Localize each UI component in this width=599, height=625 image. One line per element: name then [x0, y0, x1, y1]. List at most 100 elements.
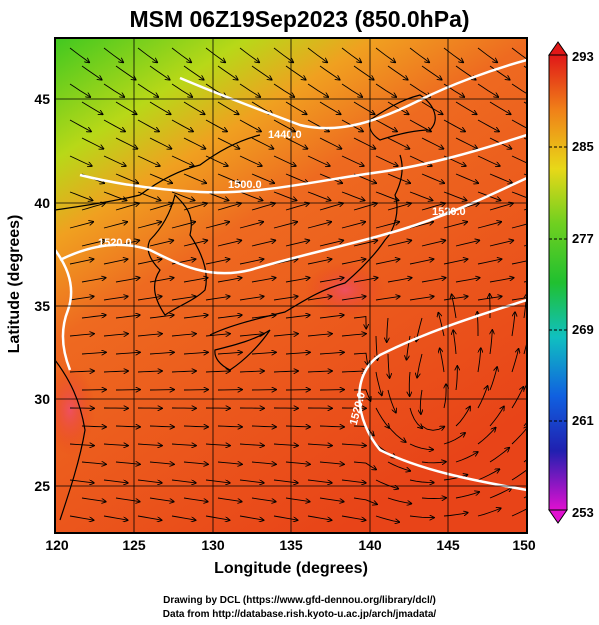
wind-arrow: [353, 101, 375, 114]
wind-arrow: [103, 155, 126, 166]
wind-arrow: [183, 65, 204, 80]
wind-arrow: [489, 367, 497, 391]
wind-arrow: [149, 240, 173, 247]
wind-arrow: [477, 428, 496, 445]
wind-arrow: [421, 462, 446, 463]
wind-arrow: [375, 479, 398, 489]
wind-arrow: [137, 155, 160, 166]
wind-arrow: [115, 203, 139, 211]
wind-arrow: [341, 515, 366, 520]
y-tick-label: 40: [34, 195, 50, 211]
wind-arrow: [217, 65, 238, 80]
wind-arrow: [205, 119, 227, 132]
wind-arrow: [319, 203, 343, 211]
wind-arrow: [81, 278, 106, 283]
wind-arrow: [273, 47, 293, 62]
wind-arrow: [477, 47, 497, 62]
wind-arrow: [341, 155, 364, 166]
wind-arrow: [341, 334, 366, 336]
wind-arrow: [477, 348, 481, 373]
wind-arrow: [387, 101, 409, 114]
wind-arrow: [137, 47, 157, 62]
wind-arrow: [375, 47, 395, 62]
wind-arrow: [239, 259, 264, 265]
wind-arrow: [81, 203, 105, 211]
wind-arrow: [421, 173, 444, 183]
wind-arrow: [307, 155, 330, 166]
wind-arrow: [239, 47, 259, 62]
wind-arrow: [409, 259, 434, 265]
wind-arrow: [239, 222, 263, 229]
colorbar-tick: 261: [572, 413, 594, 428]
wind-arrow: [375, 191, 399, 200]
wind-arrow: [319, 65, 340, 80]
wind-arrow: [137, 222, 161, 229]
wind-arrow: [115, 101, 137, 114]
wind-arrow: [183, 137, 205, 149]
wind-streamlines: [69, 47, 527, 522]
wind-arrow: [319, 462, 344, 464]
wind-arrow: [387, 173, 410, 183]
wind-arrow: [239, 83, 260, 97]
contour-label: 1520.0: [98, 237, 132, 249]
wind-arrow: [103, 296, 128, 301]
map-plot-area: 1440.0 1500.0 1520.0 1520.0 1520.0: [55, 38, 527, 533]
wind-arrow: [387, 278, 412, 283]
wind-arrow: [239, 191, 263, 200]
wind-arrow: [81, 240, 105, 247]
wind-arrow: [183, 278, 208, 283]
wind-arrow: [149, 101, 171, 114]
wind-arrow: [285, 352, 310, 354]
wind-arrow: [69, 222, 93, 229]
wind-arrow: [353, 315, 366, 329]
wind-arrow: [149, 497, 174, 502]
wind-arrow: [307, 515, 332, 520]
data-credit: Data from http://database.rish.kyoto-u.a…: [162, 609, 437, 620]
wind-arrow: [81, 426, 106, 427]
wind-arrow: [353, 497, 377, 504]
wind-arrow: [69, 515, 94, 520]
wind-arrow: [477, 386, 488, 409]
wind-arrow: [409, 191, 433, 200]
wind-arrow: [115, 497, 140, 502]
wind-arrow: [307, 334, 332, 336]
wind-arrow: [251, 352, 276, 354]
wind-arrow: [319, 240, 343, 247]
wind-arrow: [149, 462, 174, 464]
wind-arrow: [69, 334, 94, 336]
wind-arrow: [511, 508, 527, 517]
wind-arrow: [183, 203, 207, 211]
wind-arrow: [353, 278, 378, 283]
wind-arrow: [455, 278, 480, 283]
x-tick-label: 120: [45, 537, 69, 553]
wind-arrow: [477, 508, 501, 517]
wind-arrow: [251, 240, 275, 247]
wind-arrow: [217, 203, 241, 211]
wind-arrow: [409, 371, 410, 396]
wind-arrow: [273, 515, 298, 520]
wind-arrow: [407, 335, 411, 360]
wind-arrow: [285, 278, 310, 283]
wind-arrow: [205, 334, 230, 336]
wind-arrow: [489, 488, 512, 499]
wind-arrow: [273, 479, 298, 483]
x-tick-label: 125: [122, 537, 146, 553]
wind-arrow: [285, 137, 307, 149]
wind-arrow: [183, 426, 208, 427]
wind-arrow: [417, 353, 423, 378]
wind-arrow: [217, 462, 242, 464]
wind-arrow: [489, 278, 514, 283]
colorbar: 293 285 277 269 261 253: [548, 41, 594, 524]
wind-arrow: [489, 173, 512, 183]
wind-arrow: [205, 444, 230, 446]
wind-arrow: [489, 407, 504, 427]
wind-arrow: [511, 155, 527, 164]
wind-arrow: [421, 278, 446, 283]
wind-arrow: [149, 278, 174, 283]
wind-arrow: [421, 240, 445, 247]
wind-arrow: [341, 259, 366, 265]
wind-arrow: [438, 313, 445, 337]
wind-arrow: [523, 382, 527, 391]
wind-arrow: [489, 101, 511, 114]
x-tick-label: 135: [279, 537, 303, 553]
